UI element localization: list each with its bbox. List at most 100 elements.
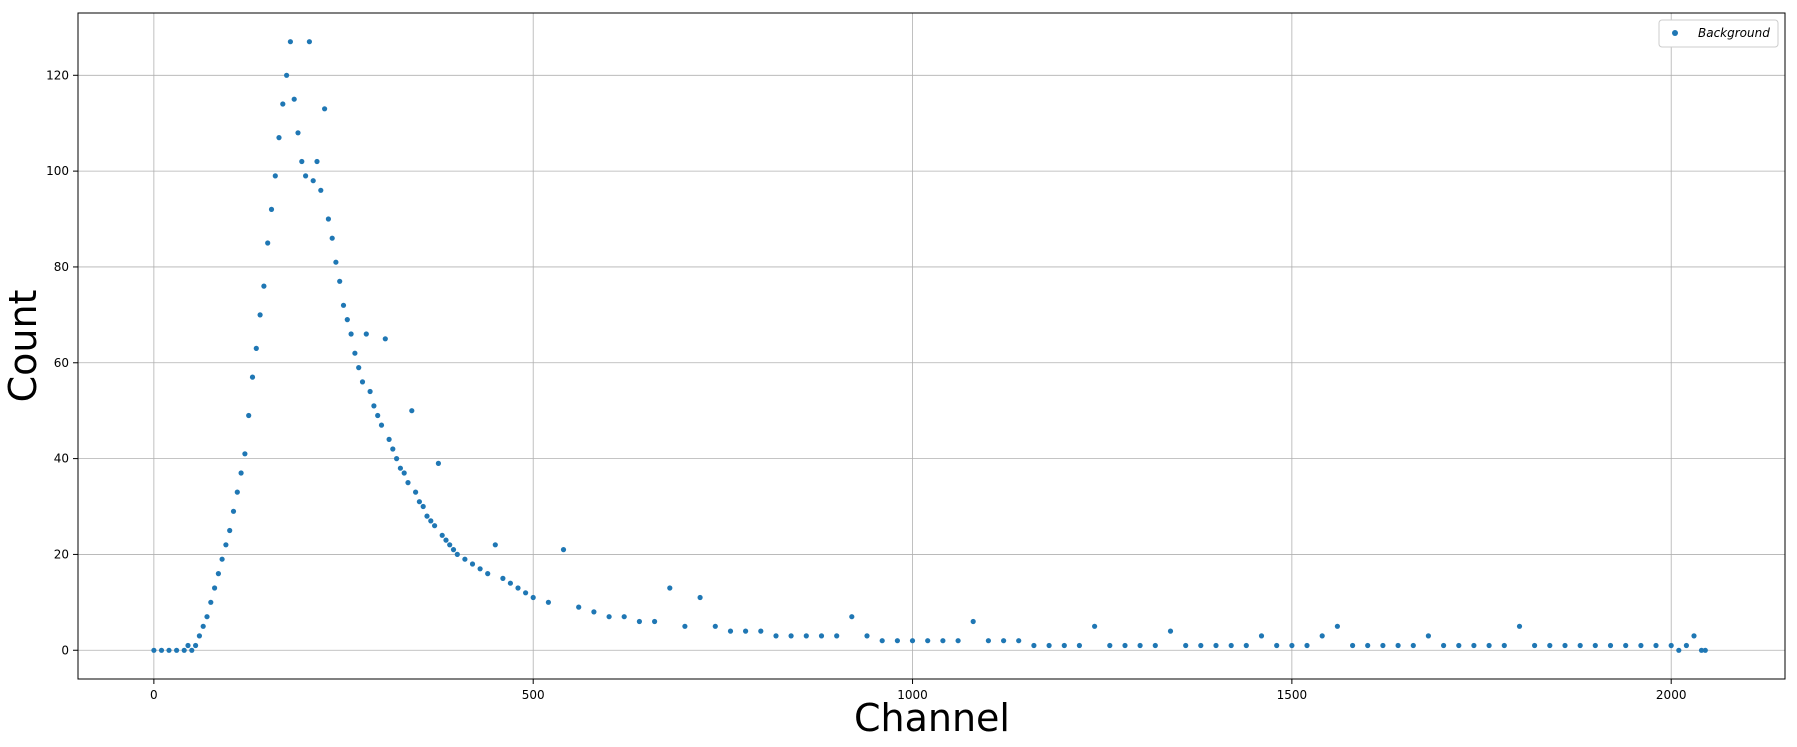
data-point [443,537,449,543]
data-point [238,470,244,476]
grid-lines [78,13,1785,679]
data-point [413,489,419,495]
data-point [1167,628,1174,634]
data-point [894,638,901,644]
data-point [424,513,430,519]
data-point [227,527,233,534]
x-tick-label: 500 [522,688,545,702]
data-point [743,628,749,634]
x-axis-ticks: 0 500 1000 1500 2000 [150,679,1686,702]
data-point [1668,642,1674,649]
data-point [1274,642,1280,649]
data-point [204,614,210,620]
data-point [1653,642,1659,649]
data-point [1031,642,1037,649]
legend-marker [1672,30,1678,36]
data-point [1607,642,1614,649]
data-point [333,259,339,265]
data-point [530,594,536,601]
data-point [477,566,483,572]
data-point [268,206,275,212]
data-points [151,39,1708,653]
data-point [432,523,438,529]
data-point [287,39,293,45]
data-point [1486,642,1492,649]
data-point [1213,642,1219,649]
data-point [219,556,225,562]
data-point [378,422,385,428]
y-tick-label: 20 [54,547,69,561]
data-point [435,460,441,466]
data-point [636,618,643,625]
data-point [257,312,263,318]
legend-label: Background [1698,26,1770,40]
data-point [397,465,403,471]
data-point [212,585,218,591]
data-point [223,542,229,548]
data-point [322,106,328,112]
data-point [1623,642,1629,649]
data-point [1441,642,1447,649]
data-point [1683,642,1689,649]
data-point [507,580,513,586]
data-point [401,470,407,476]
data-point [318,187,324,193]
data-point [1577,642,1583,649]
data-point [773,633,779,639]
data-point [1061,642,1067,649]
x-tick-label: 0 [150,688,158,702]
data-point [158,647,165,653]
data-point [386,436,392,442]
data-point [970,618,976,625]
y-tick-label: 100 [46,164,69,178]
data-point [428,518,434,524]
data-point [515,585,521,591]
data-point [1289,642,1295,649]
data-point [1676,647,1682,653]
legend-box [1658,19,1779,48]
data-point [166,647,172,653]
data-point [390,446,396,452]
data-point [500,575,506,582]
data-point [652,618,658,625]
y-tick-label: 0 [61,643,69,657]
data-point [1198,642,1204,649]
data-point [200,623,206,629]
data-point [174,647,180,653]
data-point [469,561,476,567]
data-point [697,594,703,601]
data-point [208,599,214,605]
data-point [864,633,870,639]
data-point [409,408,415,414]
data-point [621,614,627,620]
data-point [1365,642,1371,649]
data-point [344,317,350,323]
data-point [284,72,290,78]
data-point [272,173,278,179]
data-point [306,39,312,45]
data-point [1456,642,1462,649]
data-point [1228,642,1234,649]
data-point [591,609,597,615]
data-point [230,508,237,514]
data-point [1471,642,1477,649]
data-point [1562,642,1568,649]
data-point [253,345,259,351]
data-point [450,547,457,553]
data-point [1152,642,1158,649]
data-point [1380,642,1386,649]
data-point [242,451,248,457]
data-point [1532,642,1538,649]
data-point [299,158,305,165]
data-point [560,547,567,553]
y-tick-label: 40 [54,452,69,466]
data-point [803,633,809,639]
data-point [1304,642,1310,649]
data-point [1137,642,1143,649]
data-point [909,638,916,644]
x-tick-label: 1000 [897,688,928,702]
data-point [303,173,309,179]
data-point [439,532,445,538]
data-point [375,412,381,419]
y-axis-title: Count [1,290,45,403]
